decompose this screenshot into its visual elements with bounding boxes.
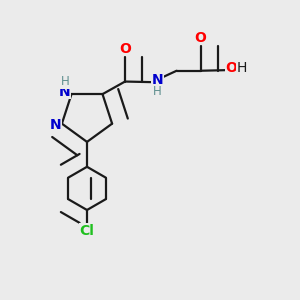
Text: N: N [152,73,163,87]
Text: N: N [50,118,61,132]
Text: Cl: Cl [80,224,94,238]
Text: O: O [119,41,131,56]
Text: H: H [61,75,69,88]
Text: H: H [236,61,247,75]
Text: N: N [59,85,71,99]
Text: O: O [194,31,206,45]
Text: H: H [153,85,162,98]
Text: O: O [225,61,237,75]
